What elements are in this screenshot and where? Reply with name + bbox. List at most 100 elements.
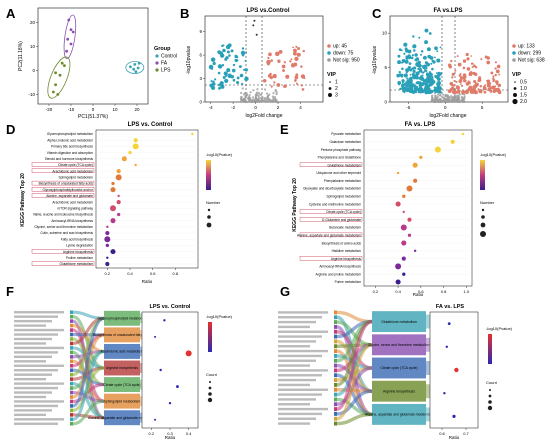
panel-c-point-up xyxy=(454,69,457,72)
panel-b-point-down xyxy=(228,54,231,57)
panel-c-point-up xyxy=(472,85,475,88)
panel-g-source-label-bar xyxy=(278,354,322,358)
panel-f-bubble xyxy=(159,368,162,372)
panel-b-frame xyxy=(204,15,324,103)
panel-b-point-down xyxy=(225,44,231,50)
panel-e-size-legend xyxy=(480,208,486,237)
panel-g-source-label-bar xyxy=(278,349,328,353)
panel-e-colorbar xyxy=(480,160,485,190)
panel-d-xtick-label: 0.8 xyxy=(173,271,179,276)
panel-g-source-label-bar xyxy=(278,316,322,319)
panel-b-point-ns xyxy=(274,89,277,93)
panel-d-point xyxy=(105,230,110,236)
panel-d-pathway-label: Sphingolipid metabolism xyxy=(58,176,93,180)
panel-e-pathway-label: Phenylalanine metabolism xyxy=(324,179,362,183)
panel-b-point-up xyxy=(285,74,290,79)
panel-f-size-key xyxy=(209,381,211,383)
panel-g-source-label-bar xyxy=(278,417,316,420)
panel-f-source-label-bar xyxy=(14,377,46,381)
panel-f-source-node xyxy=(70,359,73,364)
panel-b-point-ns xyxy=(263,88,267,91)
panel-c-point-up xyxy=(475,66,478,69)
panel-a-ellipse-control xyxy=(125,61,145,74)
panel-c-point-ns xyxy=(463,95,466,98)
panel-e-pathway-highlight xyxy=(299,217,363,222)
panel-b-point-down xyxy=(225,56,229,60)
panel-c-ytick-label: 0 xyxy=(384,100,387,105)
panel-c-point-down xyxy=(397,81,400,84)
panel-b-point-down xyxy=(210,57,216,62)
panel-c-point-down xyxy=(436,89,439,92)
panel-f-source-label-bar xyxy=(14,422,58,425)
panel-a-point-lps xyxy=(54,71,57,75)
panel-b-point-up xyxy=(273,81,276,84)
panel-c-point-ns xyxy=(453,99,456,102)
panel-c-point-up xyxy=(466,57,470,61)
panel-c-point-up xyxy=(471,66,474,69)
panel-f-target-node xyxy=(104,377,140,393)
panel-c-point-up xyxy=(472,87,476,91)
panel-f-source-node xyxy=(70,341,73,346)
panel-c-size-legend-label: 1.0 xyxy=(520,86,527,92)
panel-e-pathway-label: Arginine and proline metabolism xyxy=(315,272,361,276)
panel-c-point-up xyxy=(458,79,463,83)
panel-d-pathway-label: Glycerophospholipid metabolism xyxy=(47,132,93,136)
panel-c-point-down xyxy=(424,28,429,33)
panel-c-point-up xyxy=(496,64,501,69)
panel-b-xtick-label: -2 xyxy=(231,105,235,110)
panel-f-bubble-frame xyxy=(141,311,199,429)
panel-c-point-down xyxy=(417,91,420,94)
panel-b-size-legend-label: 3 xyxy=(335,93,338,99)
panel-c-point-down xyxy=(414,58,418,62)
panel-c-point-up xyxy=(491,85,496,90)
panel-b-xticks: -4 -2 0 2 4 xyxy=(209,102,302,110)
panel-a-point-lps xyxy=(54,83,57,87)
panel-g-target-node xyxy=(372,357,426,379)
panel-g-sankey-flows: Glutathione metabolism Glycine, serine an… xyxy=(278,310,433,426)
panel-c-point-down xyxy=(422,71,425,74)
panel-c-point-up xyxy=(484,84,487,87)
panel-c-point-down xyxy=(416,87,421,92)
panel-f-flow xyxy=(72,413,105,420)
panel-g-xtick-label: 0.7 xyxy=(463,431,469,436)
panel-g-source-label-bar xyxy=(278,407,328,411)
panel-b-point-down xyxy=(232,78,236,82)
panel-c-point-down xyxy=(401,67,404,71)
panel-f-target-node xyxy=(104,393,140,409)
panel-c-point-down xyxy=(433,56,436,59)
panel-g-source-node xyxy=(334,358,337,363)
panel-f-source-label-bar xyxy=(14,337,52,341)
panel-c-point-down xyxy=(407,65,411,70)
panel-b-point-down xyxy=(224,78,229,83)
panel-c-size-legend-label: 1.5 xyxy=(520,93,527,99)
panel-b-point-ns xyxy=(248,94,251,97)
panel-d-pathway-label: mTOR signaling pathway xyxy=(57,206,93,210)
panel-b-point-up xyxy=(270,59,273,62)
panel-d-point xyxy=(134,163,137,167)
panel-c-point-up xyxy=(492,89,497,93)
panel-b-point-ns xyxy=(256,88,259,91)
panel-d-pathway-label: Biosynthesis of unsaturated fatty acids xyxy=(39,182,94,186)
panel-c-point-down xyxy=(419,53,423,56)
panel-a-point-control xyxy=(137,61,141,65)
panel-a-point-fa xyxy=(67,18,71,22)
panel-f-source-node xyxy=(70,413,73,417)
panel-c-point-down xyxy=(425,88,429,91)
panel-c-point-down xyxy=(426,75,429,79)
panel-c-point-up xyxy=(470,62,474,65)
panel-f-xticks: 0.2 0.3 0.4 xyxy=(149,428,192,436)
panel-c-point-ns xyxy=(434,94,437,97)
panel-g-source-node xyxy=(334,334,337,339)
panel-b-xtick-label: 0 xyxy=(254,105,257,110)
panel-e-point xyxy=(413,249,417,253)
panel-b-point-up xyxy=(301,88,305,91)
panel-f-source-node xyxy=(70,377,73,381)
panel-a-point-fa xyxy=(65,49,68,53)
panel-a-point-control xyxy=(134,70,138,73)
panel-g-bubble xyxy=(454,367,459,373)
panel-b-point-up xyxy=(266,59,271,65)
panel-c-point-up xyxy=(472,71,476,76)
panel-d-point xyxy=(128,150,132,155)
panel-d-pathway-label: Cutin, suberine and wax biosynthesis xyxy=(40,231,93,235)
panel-f-source-node xyxy=(70,323,73,328)
